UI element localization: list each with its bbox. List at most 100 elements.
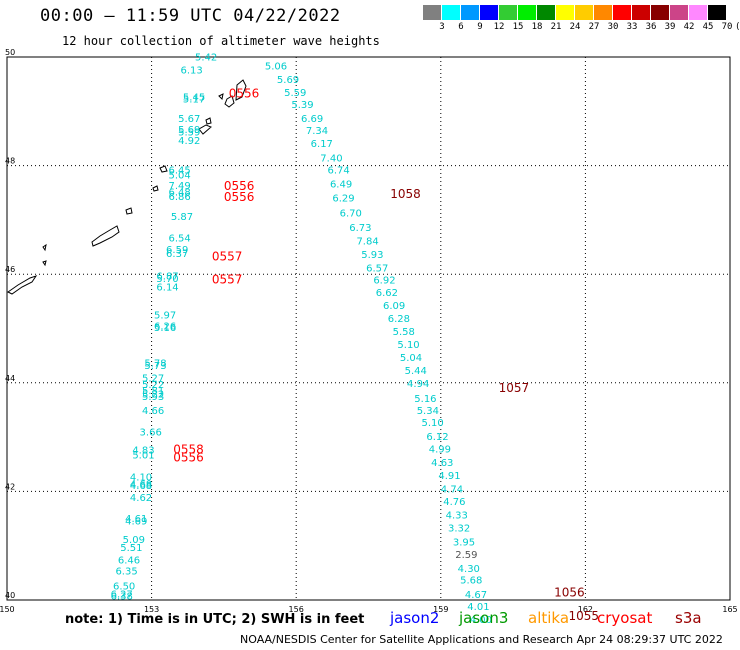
swh-value-east: 5.10 bbox=[422, 418, 444, 429]
island-outline bbox=[205, 117, 212, 125]
swh-value-east: 4.74 bbox=[441, 484, 463, 495]
x-tick-label: 162 bbox=[578, 605, 593, 614]
swh-value-west: 5.17 bbox=[183, 95, 205, 106]
swh-value-west: 4.62 bbox=[130, 493, 152, 504]
swh-value-west: 5.22 bbox=[142, 380, 164, 391]
pass-time-label: 0558 bbox=[173, 442, 204, 456]
swh-value-west: 4.10 bbox=[130, 473, 152, 484]
swh-value-west: 5.67 bbox=[178, 114, 200, 125]
legend-label: 39 bbox=[664, 22, 676, 32]
island-outline bbox=[125, 207, 133, 215]
legend-label: 15 bbox=[512, 22, 524, 32]
legend-label: 12 bbox=[493, 22, 505, 32]
island-outline bbox=[42, 260, 47, 267]
swh-value-west: 5.09 bbox=[123, 535, 145, 546]
swh-value-east: 6.49 bbox=[330, 179, 352, 190]
swh-value-west: 6.35 bbox=[115, 566, 137, 577]
legend-label: 3 bbox=[439, 22, 445, 32]
pass-time-label: 1056 bbox=[554, 586, 585, 600]
swh-value-east: 5.39 bbox=[291, 100, 313, 111]
swh-value-east: 5.93 bbox=[361, 250, 383, 261]
swh-value-west: 4.92 bbox=[178, 136, 200, 147]
legend-label: 6 bbox=[458, 22, 464, 32]
legend-swatch bbox=[518, 5, 537, 20]
satellite-jason3: jason3 bbox=[459, 609, 509, 627]
legend-label: 18 bbox=[531, 22, 543, 32]
swh-value-west: 6.27 bbox=[111, 589, 133, 600]
swh-value-west: 4.61 bbox=[125, 514, 147, 525]
swh-value-west: 6.54 bbox=[168, 234, 190, 245]
swh-value-east: 5.16 bbox=[414, 394, 436, 405]
swh-value-west: 6.50 bbox=[113, 582, 135, 593]
coastline bbox=[7, 79, 247, 295]
swh-value-west: 6.46 bbox=[118, 556, 140, 567]
swh-value-east: 4.30 bbox=[458, 564, 480, 575]
legend-label: 33 bbox=[626, 22, 638, 32]
pass-time-label: 1057 bbox=[499, 381, 530, 395]
swh-value-east: 6.73 bbox=[349, 223, 371, 234]
swh-value-east: 2.59 bbox=[455, 550, 477, 561]
swh-value-east: 5.59 bbox=[284, 88, 306, 99]
swh-value-east: 4.63 bbox=[431, 458, 453, 469]
legend-label: 9 bbox=[477, 22, 483, 32]
pass-time-label: 1055 bbox=[569, 609, 600, 623]
swh-value-east: 7.84 bbox=[356, 236, 378, 247]
swh-value-west: 5.27 bbox=[142, 374, 164, 385]
swh-value-east: 4.01 bbox=[467, 602, 489, 613]
swh-value-west: 4.83 bbox=[132, 445, 154, 456]
island-outline bbox=[159, 165, 168, 173]
pass-time-label: 0557 bbox=[212, 272, 243, 286]
swh-value-west: 5.97 bbox=[154, 311, 176, 322]
swh-value-west: 5.42 bbox=[195, 52, 217, 63]
legend-label: 27 bbox=[588, 22, 600, 32]
swh-value-east: 5.58 bbox=[393, 327, 415, 338]
swh-value-west: 5.73 bbox=[144, 361, 166, 372]
swh-value-east: 6.69 bbox=[301, 114, 323, 125]
swh-value-east: 4.91 bbox=[438, 471, 460, 482]
legend-swatch bbox=[499, 5, 518, 20]
swh-value-west: 5.45 bbox=[183, 92, 205, 103]
y-tick-label: 48 bbox=[5, 157, 15, 166]
island-outline bbox=[42, 243, 47, 252]
swh-value-east: 7.40 bbox=[320, 153, 342, 164]
footer-credit: NOAA/NESDIS Center for Satellite Applica… bbox=[240, 633, 723, 646]
legend-label: 70 bbox=[721, 22, 733, 32]
swh-value-west: 4.68 bbox=[130, 480, 152, 491]
pass-time-label: 0556 bbox=[224, 190, 255, 204]
swh-value-east: 5.34 bbox=[417, 406, 439, 417]
swh-value-east: 5.69 bbox=[277, 75, 299, 86]
swh-value-east: 4.94 bbox=[407, 379, 429, 390]
swh-value-west: 5.51 bbox=[120, 543, 142, 554]
legend-label: 36 bbox=[645, 22, 657, 32]
x-tick-label: 153 bbox=[144, 605, 159, 614]
swh-value-east: 5.44 bbox=[405, 366, 427, 377]
map-title: 00:00 – 11:59 UTC 04/22/2022 bbox=[40, 6, 341, 26]
legend-swatch bbox=[480, 5, 499, 20]
swh-value-west: 6.38 bbox=[111, 591, 133, 602]
swh-value-east: 5.10 bbox=[397, 340, 419, 351]
map-frame bbox=[6, 56, 731, 601]
island-outline bbox=[152, 185, 159, 192]
swh-value-east: 5.06 bbox=[265, 61, 287, 72]
pass-time-label: 1058 bbox=[390, 187, 421, 201]
y-tick-label: 42 bbox=[5, 482, 15, 491]
x-tick-label: 150 bbox=[0, 605, 15, 614]
swh-value-west: 5.59 bbox=[178, 128, 200, 139]
island-outline bbox=[235, 79, 247, 101]
swh-value-west: 3.66 bbox=[140, 427, 162, 438]
swh-value-east: 5.04 bbox=[400, 353, 422, 364]
legend-swatch bbox=[613, 5, 632, 20]
swh-value-east: 7.34 bbox=[306, 126, 328, 137]
island-outline bbox=[91, 225, 120, 247]
swh-value-east: 6.62 bbox=[376, 288, 398, 299]
island-outline bbox=[224, 95, 235, 108]
swh-value-west: 6.87 bbox=[156, 272, 178, 283]
swh-value-east: 3.95 bbox=[453, 538, 475, 549]
island-outline bbox=[198, 124, 212, 135]
swh-value-east: 6.09 bbox=[383, 301, 405, 312]
swh-value-east: 4.67 bbox=[465, 590, 487, 601]
swh-value-east: 6.12 bbox=[426, 432, 448, 443]
pass-time-label: 0557 bbox=[212, 250, 243, 264]
swh-value-west: 5.78 bbox=[144, 359, 166, 370]
legend-swatch bbox=[556, 5, 575, 20]
